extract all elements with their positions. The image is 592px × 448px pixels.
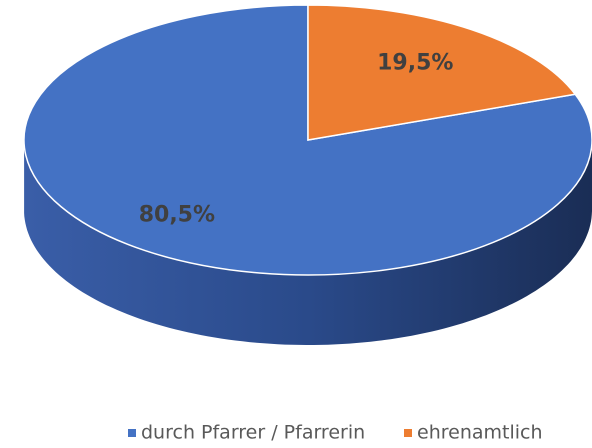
legend-swatch <box>128 429 136 437</box>
slice-side <box>24 141 592 345</box>
legend-label: durch Pfarrer / Pfarrerin <box>141 422 365 444</box>
slice <box>307 4 577 141</box>
legend-label: ehrenamtlich <box>417 422 543 444</box>
data-label: 19,5% <box>377 50 453 75</box>
data-label: 80,5% <box>139 203 215 228</box>
legend-swatch <box>404 429 412 437</box>
